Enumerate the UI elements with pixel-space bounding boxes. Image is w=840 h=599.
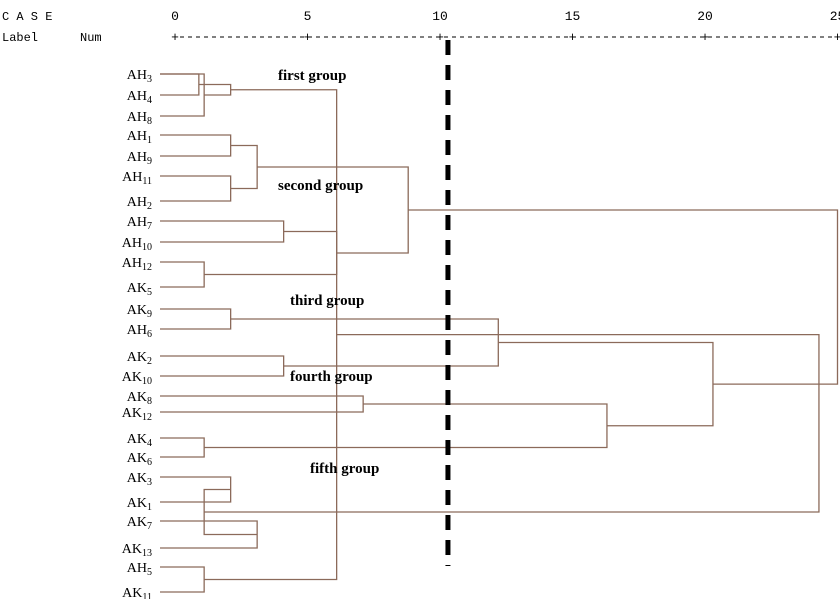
group-label: fourth group xyxy=(290,369,373,385)
scale-tick-mark: + xyxy=(436,30,444,45)
leaf-label: AK13 xyxy=(122,542,152,559)
leaf-label: AK6 xyxy=(127,451,152,468)
dendrogram-link xyxy=(160,175,232,202)
dendrogram-link xyxy=(160,395,364,413)
num-column-header: Num xyxy=(80,31,102,45)
group-label: first group xyxy=(278,68,346,84)
leaf-label: AK1 xyxy=(127,496,152,513)
leaf-label: AK10 xyxy=(122,370,152,387)
dendrogram-link xyxy=(230,318,499,367)
leaf-label: AH3 xyxy=(127,68,152,85)
dendrogram-link xyxy=(160,73,200,96)
dendrogram-link xyxy=(160,261,205,288)
leaf-label: AK3 xyxy=(127,471,152,488)
dendrogram-link xyxy=(204,333,820,513)
dendrogram-link xyxy=(230,144,258,190)
leaf-label: AK9 xyxy=(127,303,152,320)
leaf-label: AK7 xyxy=(127,515,152,532)
leaf-label: AH9 xyxy=(127,150,152,167)
scale-tick-label: 15 xyxy=(565,9,581,24)
scale-tick-label: 10 xyxy=(432,9,448,24)
leaf-label: AH11 xyxy=(122,170,152,187)
dendrogram-link xyxy=(498,341,714,427)
dendrogram-link xyxy=(160,134,232,157)
dendrogram-link xyxy=(160,437,205,458)
leaf-label: AH4 xyxy=(127,89,152,106)
leaf-label: AH10 xyxy=(122,236,152,253)
leaf-label: AK2 xyxy=(127,350,152,367)
leaf-label: AH6 xyxy=(127,323,152,340)
leaf-label: AK12 xyxy=(122,406,152,423)
dendrogram-link xyxy=(160,355,285,377)
dendrogram-link xyxy=(160,566,205,593)
group-label: third group xyxy=(290,293,364,309)
leaf-label: AH1 xyxy=(127,129,152,146)
leaf-label: AH5 xyxy=(127,561,152,578)
dendrogram-link xyxy=(160,308,232,330)
leaf-label: AH7 xyxy=(127,215,152,232)
scale-tick-mark: + xyxy=(304,30,312,45)
leaf-label: AK5 xyxy=(127,281,152,298)
leaf-label: AK4 xyxy=(127,432,152,449)
scale-tick-mark: + xyxy=(171,30,179,45)
case-header-label: C A S E xyxy=(2,10,52,24)
scale-tick-label: 0 xyxy=(171,9,179,24)
scale-tick-mark: + xyxy=(834,30,840,45)
leaf-label: AK8 xyxy=(127,390,152,407)
dendrogram-link xyxy=(204,230,338,276)
group-label: fifth group xyxy=(310,461,379,477)
leaf-label: AK11 xyxy=(122,586,152,599)
leaf-label: AH12 xyxy=(122,256,152,273)
group-label: second group xyxy=(278,178,363,194)
scale-tick-label: 25 xyxy=(830,9,840,24)
scale-tick-label: 20 xyxy=(697,9,713,24)
label-column-header: Label xyxy=(2,31,38,45)
dendrogram-link xyxy=(160,220,285,243)
scale-tick-mark: + xyxy=(701,30,709,45)
dendrogram-link xyxy=(204,89,338,581)
leaf-label: AH2 xyxy=(127,195,152,212)
dendrogram-link xyxy=(204,403,608,449)
dendrogram-link xyxy=(408,209,839,385)
leaf-label: AH8 xyxy=(127,110,152,127)
scale-tick-label: 5 xyxy=(304,9,312,24)
